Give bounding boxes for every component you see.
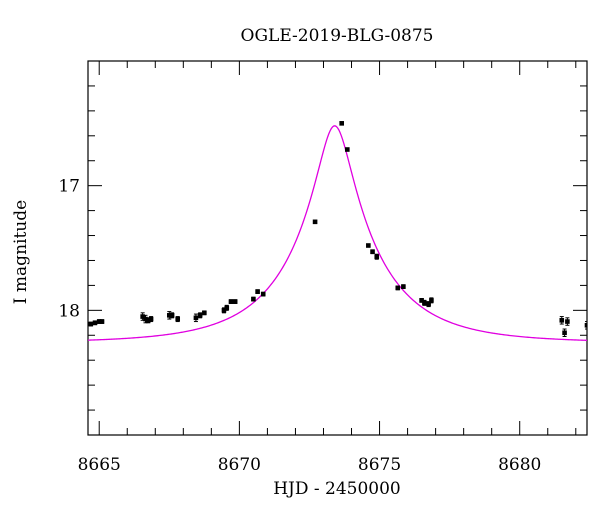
data-point xyxy=(202,310,207,316)
data-point xyxy=(140,314,145,319)
data-point xyxy=(228,299,234,304)
axis-tick-labels: 8665 8670 8675 8680 17 18 xyxy=(58,177,541,475)
data-point xyxy=(145,318,151,323)
data-point xyxy=(175,316,181,322)
data-point xyxy=(143,316,148,322)
y-tick-label: 18 xyxy=(58,301,80,321)
x-axis-label: HJD - 2450000 xyxy=(273,479,401,499)
data-point xyxy=(429,298,434,303)
data-point xyxy=(166,313,172,318)
data-point xyxy=(221,308,227,313)
data-point xyxy=(312,219,318,225)
data-point xyxy=(169,313,175,318)
data-point xyxy=(401,284,406,289)
data-point xyxy=(562,330,567,336)
plot-frame xyxy=(87,60,588,436)
data-point xyxy=(193,315,199,321)
data-point xyxy=(96,319,102,324)
data-points xyxy=(88,121,587,338)
data-point xyxy=(565,319,570,324)
x-tick-label: 8680 xyxy=(498,455,541,475)
x-tick-label: 8670 xyxy=(218,455,261,475)
data-point xyxy=(422,300,427,306)
model-curve xyxy=(88,125,587,341)
data-point xyxy=(339,121,345,126)
chart-title: OGLE-2019-BLG-0875 xyxy=(241,26,434,46)
data-point xyxy=(584,322,587,328)
data-point xyxy=(559,318,565,323)
data-point xyxy=(370,249,375,255)
data-point xyxy=(224,305,230,311)
data-point xyxy=(426,301,431,307)
data-point xyxy=(419,298,424,303)
data-point xyxy=(395,285,401,291)
axis-ticks xyxy=(88,60,587,436)
data-point xyxy=(99,319,105,324)
data-point xyxy=(255,289,260,294)
data-point xyxy=(92,320,98,326)
data-point xyxy=(366,243,371,248)
data-point xyxy=(88,321,94,327)
data-point xyxy=(148,316,154,322)
y-tick-label: 17 xyxy=(58,177,80,197)
data-point xyxy=(345,147,350,152)
data-point xyxy=(374,254,380,260)
data-point xyxy=(197,313,203,318)
x-tick-label: 8665 xyxy=(78,455,121,475)
data-point xyxy=(260,291,266,297)
data-point xyxy=(232,299,238,304)
data-point xyxy=(251,296,256,302)
x-tick-label: 8675 xyxy=(358,455,401,475)
y-axis-label: I magnitude xyxy=(11,200,31,304)
